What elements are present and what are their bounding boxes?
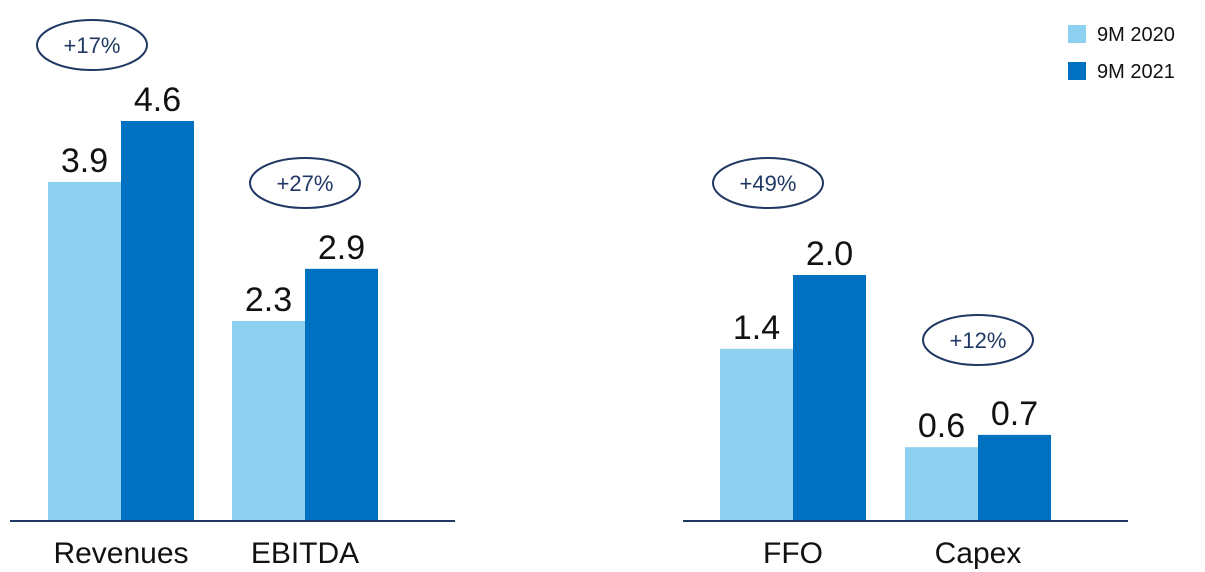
annotation-ellipse	[249, 157, 361, 209]
value-label: 0.7	[991, 395, 1038, 433]
value-label: 0.6	[918, 407, 965, 445]
annotation-ellipse	[712, 157, 824, 209]
bar	[720, 348, 793, 521]
value-label: 1.4	[733, 309, 780, 347]
x-tick-label: EBITDA	[251, 537, 359, 570]
annotation: +12%	[950, 328, 1007, 353]
legend-swatch	[1068, 62, 1086, 80]
bar	[305, 268, 378, 521]
bar	[978, 434, 1051, 521]
value-label: 2.9	[318, 229, 365, 267]
bar	[121, 121, 194, 521]
x-tick-label: Capex	[935, 537, 1022, 570]
x-tick-label: Revenues	[53, 537, 188, 570]
annotation: +27%	[277, 171, 334, 196]
legend-swatch	[1068, 25, 1086, 43]
annotation-ellipse	[922, 314, 1034, 366]
legend-label: 9M 2020	[1097, 24, 1175, 46]
value-label: 2.0	[806, 235, 853, 273]
bar	[232, 321, 305, 521]
bar	[905, 447, 978, 521]
x-tick-label: FFO	[763, 537, 823, 570]
bar	[793, 275, 866, 521]
bar	[48, 181, 121, 521]
value-label: 3.9	[61, 142, 108, 180]
annotation: +49%	[740, 171, 797, 196]
legend-label: 9M 2021	[1097, 61, 1175, 83]
value-label: 4.6	[134, 81, 181, 119]
annotation-ellipse	[36, 19, 148, 71]
annotation: +17%	[64, 33, 121, 58]
value-label: 2.3	[245, 281, 292, 319]
